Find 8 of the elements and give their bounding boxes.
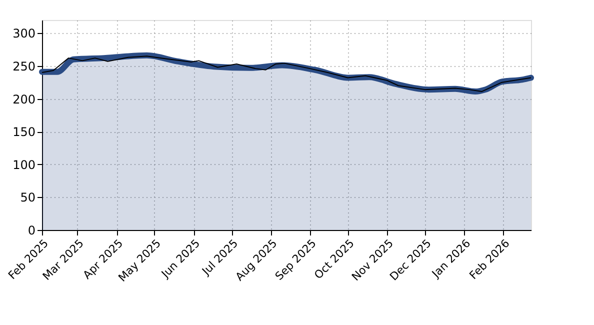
y-tick-label: 0 [28,224,36,238]
y-tick-label: 100 [12,158,36,172]
line-series [42,56,532,92]
y-tick-label: 150 [12,125,36,140]
y-tick-label: 250 [12,59,36,74]
y-tick-label: 300 [12,26,36,41]
y-tick-label: 200 [12,92,36,106]
y-tick-label: 50 [20,190,36,205]
